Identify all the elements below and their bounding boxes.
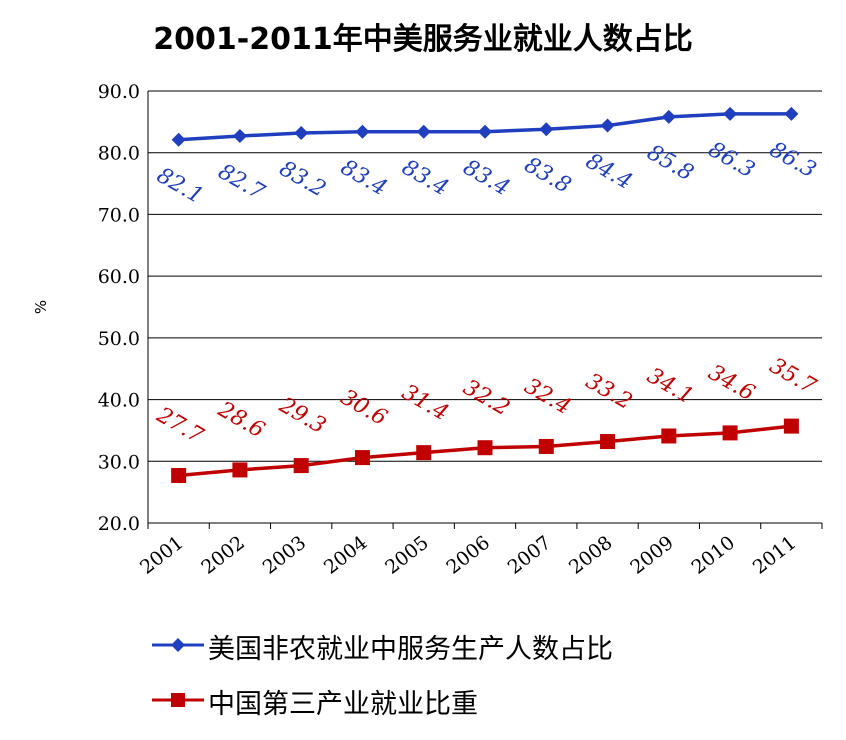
legend-label-us: 美国非农就业中服务生产人数占比 [208, 634, 613, 665]
x-tick-label: 2009 [626, 532, 678, 579]
square-marker [171, 467, 187, 483]
chart-title: 2001-2011年中美服务业就业人数占比 [153, 22, 693, 57]
x-tick-label: 2004 [320, 532, 372, 579]
x-tick-label: 2001 [136, 532, 188, 579]
diamond-marker [416, 124, 431, 139]
data-label: 83.4 [459, 155, 514, 201]
data-label: 28.6 [213, 397, 269, 444]
diamond-marker [784, 106, 799, 121]
data-label: 32.2 [459, 375, 514, 421]
data-label: 27.7 [152, 402, 208, 449]
data-label: 83.4 [398, 155, 453, 201]
square-marker-icon [152, 693, 204, 707]
data-label: 86.3 [704, 137, 759, 183]
diamond-marker [355, 124, 370, 139]
diamond-marker-icon [152, 638, 204, 652]
y-tick-label: 50.0 [98, 328, 140, 350]
diamond-marker [478, 124, 492, 139]
x-tick-label: 2002 [197, 532, 249, 579]
diamond-marker [661, 109, 676, 124]
data-label: 86.3 [765, 137, 820, 183]
legend-item-us: 美国非农就业中服务生产人数占比 [150, 625, 810, 665]
square-marker [232, 462, 248, 478]
data-label: 85.8 [643, 140, 698, 186]
square-marker [416, 445, 432, 461]
y-tick-label: 80.0 [98, 143, 140, 165]
data-label: 31.4 [398, 380, 453, 426]
x-tick-label: 2008 [565, 532, 617, 579]
square-marker [538, 438, 554, 454]
y-axis-label: % [32, 300, 50, 314]
x-tick-label: 2010 [688, 532, 740, 579]
data-label: 83.4 [336, 155, 391, 201]
x-tick-label: 2011 [749, 532, 801, 579]
diamond-marker [171, 132, 186, 147]
square-marker [293, 458, 309, 474]
square-marker [722, 425, 738, 441]
y-tick-label: 30.0 [98, 451, 140, 473]
data-label: 34.1 [643, 363, 698, 409]
diamond-marker [294, 125, 309, 140]
diamond-marker [539, 122, 554, 137]
data-label: 84.4 [581, 149, 636, 195]
data-label: 30.6 [336, 385, 391, 431]
data-label: 82.7 [214, 159, 269, 205]
data-label: 83.2 [275, 156, 330, 202]
square-marker [477, 440, 493, 456]
diamond-marker [232, 129, 247, 144]
y-tick-label: 60.0 [98, 266, 140, 288]
x-tick-label: 2007 [504, 532, 556, 579]
x-tick-label: 2006 [442, 532, 494, 579]
square-marker [783, 418, 799, 434]
square-marker [661, 428, 677, 444]
diamond-marker [600, 118, 615, 133]
square-marker [600, 434, 616, 450]
data-label: 83.8 [520, 153, 575, 199]
data-label: 33.2 [581, 369, 636, 415]
data-label: 32.4 [520, 374, 575, 420]
y-tick-label: 40.0 [98, 390, 140, 412]
x-tick-label: 2003 [259, 532, 311, 579]
data-label: 82.1 [152, 163, 207, 209]
y-tick-label: 70.0 [98, 204, 140, 226]
y-tick-label: 90.0 [98, 81, 140, 103]
square-marker [354, 450, 370, 466]
diamond-marker [723, 106, 738, 121]
legend-item-cn: 中国第三产业就业比重 [150, 680, 810, 720]
y-tick-label: 20.0 [98, 513, 140, 535]
legend-label-cn: 中国第三产业就业比重 [208, 689, 478, 720]
x-tick-label: 2005 [381, 532, 433, 579]
data-label: 35.7 [765, 353, 820, 399]
